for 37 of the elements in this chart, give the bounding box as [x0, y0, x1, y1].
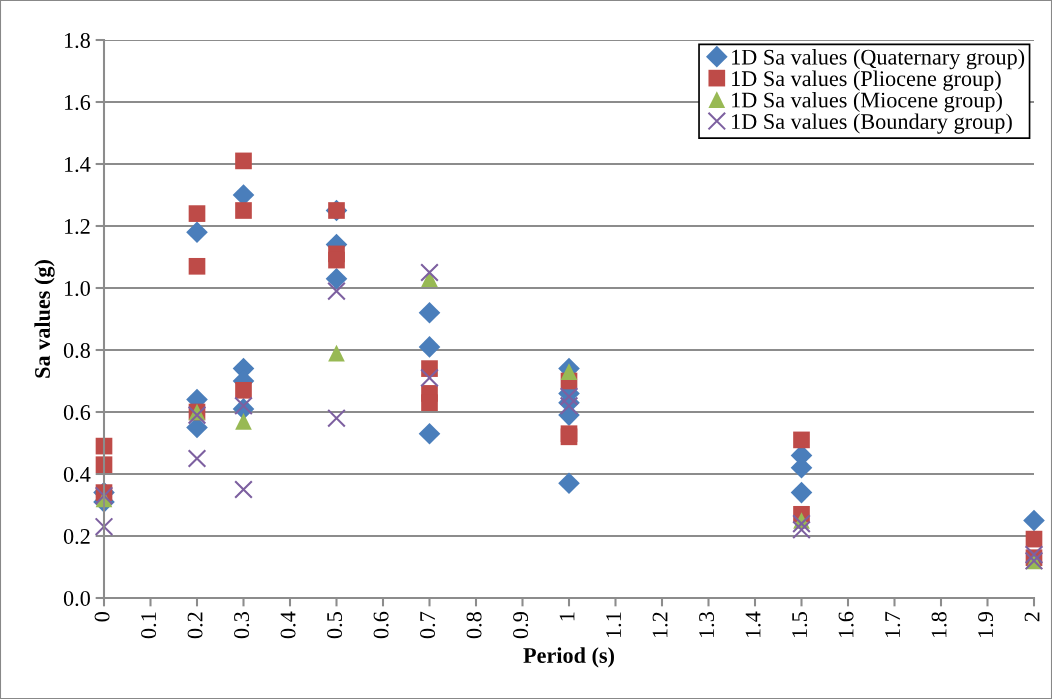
x-tick-label: 0.3 [234, 612, 250, 639]
x-tick-label: 0.2 [187, 612, 203, 639]
x-tick-label: 1.2 [652, 612, 668, 638]
x-tick-label: 0.6 [373, 611, 389, 639]
x-axis-title: Period (s) [523, 647, 614, 668]
x-tick-label: 0.7 [420, 611, 436, 639]
legend-label: 1D Sa values (Miocene group) [732, 91, 1002, 113]
x-tick-label: 0.9 [513, 612, 529, 639]
legend-label: 1D Sa values (Boundary group) [732, 113, 1012, 134]
y-tick-label: 0.2 [63, 528, 90, 545]
x-tick-label: 1.9 [978, 612, 994, 638]
legend-label: 1D Sa values (Quaternary group) [732, 49, 1025, 70]
x-tick-label: 1.3 [699, 612, 715, 638]
x-tick-label: 1.5 [792, 612, 808, 638]
x-tick-label: 1.4 [745, 611, 761, 638]
x-tick-label: 2 [1024, 612, 1040, 622]
y-tick-label: 0.8 [63, 342, 90, 359]
x-tick-label: 0.4 [280, 611, 296, 639]
y-tick-label: 1.4 [64, 157, 91, 173]
legend-label: 1D Sa values (Pliocene group) [732, 70, 1001, 91]
x-tick-label: 0.5 [327, 612, 343, 639]
y-tick-label: 1.0 [64, 280, 90, 297]
y-tick-label: 1.2 [64, 218, 90, 235]
y-tick-label: 0.6 [63, 404, 91, 421]
x-tick-label: 1 [559, 612, 575, 621]
x-tick-label: 1.7 [885, 611, 901, 638]
y-tick-label: 0.0 [63, 590, 90, 607]
x-tick-label: 1.6 [838, 611, 854, 638]
x-tick-label: 1.8 [931, 612, 947, 638]
y-tick-label: 0.4 [63, 466, 91, 483]
y-tick-label: 1.6 [64, 94, 91, 111]
y-axis-title: Sa values (g) [34, 260, 55, 378]
x-tick-label: 0 [94, 612, 110, 622]
x-tick-label: 0.1 [141, 612, 157, 639]
x-tick-label: 1.1 [606, 612, 622, 638]
y-tick-label: 1.8 [64, 32, 90, 49]
x-tick-label: 0.8 [466, 612, 482, 639]
